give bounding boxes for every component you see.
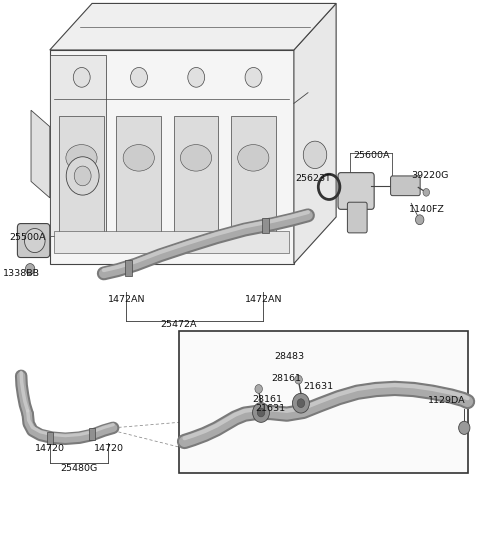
Circle shape bbox=[66, 157, 99, 195]
Ellipse shape bbox=[66, 144, 97, 171]
Polygon shape bbox=[294, 3, 336, 264]
Polygon shape bbox=[50, 55, 106, 236]
Circle shape bbox=[255, 384, 263, 393]
Circle shape bbox=[257, 408, 265, 417]
Circle shape bbox=[24, 228, 45, 253]
Circle shape bbox=[423, 188, 430, 196]
Text: 25500A: 25500A bbox=[10, 233, 46, 242]
Circle shape bbox=[459, 421, 470, 434]
Bar bbox=[47, 432, 53, 444]
Bar bbox=[262, 217, 269, 233]
Circle shape bbox=[292, 393, 310, 413]
Polygon shape bbox=[31, 110, 50, 198]
Text: 28483: 28483 bbox=[274, 352, 304, 361]
Bar bbox=[125, 260, 132, 276]
Bar bbox=[89, 428, 96, 440]
Text: 1129DA: 1129DA bbox=[428, 396, 465, 405]
Bar bbox=[174, 116, 218, 236]
Text: 14720: 14720 bbox=[35, 444, 65, 453]
Text: 1338BB: 1338BB bbox=[3, 269, 40, 278]
Ellipse shape bbox=[180, 144, 212, 171]
Text: 25600A: 25600A bbox=[353, 150, 390, 160]
Polygon shape bbox=[50, 50, 294, 264]
Text: 1472AN: 1472AN bbox=[108, 295, 145, 304]
Bar bbox=[231, 116, 276, 236]
Polygon shape bbox=[50, 3, 336, 50]
Text: 25472A: 25472A bbox=[161, 321, 197, 329]
Circle shape bbox=[74, 166, 91, 186]
Text: 21631: 21631 bbox=[255, 404, 286, 413]
Circle shape bbox=[73, 68, 90, 87]
Circle shape bbox=[25, 264, 35, 274]
Circle shape bbox=[252, 402, 269, 422]
Ellipse shape bbox=[123, 144, 155, 171]
Bar bbox=[117, 116, 161, 236]
Bar bbox=[55, 231, 289, 253]
FancyBboxPatch shape bbox=[348, 202, 367, 233]
Text: 25623T: 25623T bbox=[296, 174, 332, 183]
FancyBboxPatch shape bbox=[338, 172, 374, 209]
Circle shape bbox=[295, 376, 302, 384]
Text: 28161: 28161 bbox=[252, 395, 282, 404]
Circle shape bbox=[416, 215, 424, 225]
Text: 1140FZ: 1140FZ bbox=[409, 205, 444, 214]
Text: 21631: 21631 bbox=[304, 382, 334, 391]
Bar bbox=[179, 332, 468, 473]
Circle shape bbox=[188, 68, 204, 87]
FancyBboxPatch shape bbox=[17, 223, 50, 257]
Ellipse shape bbox=[238, 144, 269, 171]
Text: 1472AN: 1472AN bbox=[245, 295, 282, 304]
Text: 28161: 28161 bbox=[271, 374, 301, 383]
Text: 14720: 14720 bbox=[94, 444, 123, 453]
FancyBboxPatch shape bbox=[391, 176, 420, 195]
Text: 25480G: 25480G bbox=[61, 464, 98, 473]
Bar bbox=[59, 116, 104, 236]
Circle shape bbox=[131, 68, 147, 87]
Text: 39220G: 39220G bbox=[411, 171, 449, 181]
Circle shape bbox=[245, 68, 262, 87]
Circle shape bbox=[297, 399, 305, 407]
Circle shape bbox=[303, 141, 327, 169]
